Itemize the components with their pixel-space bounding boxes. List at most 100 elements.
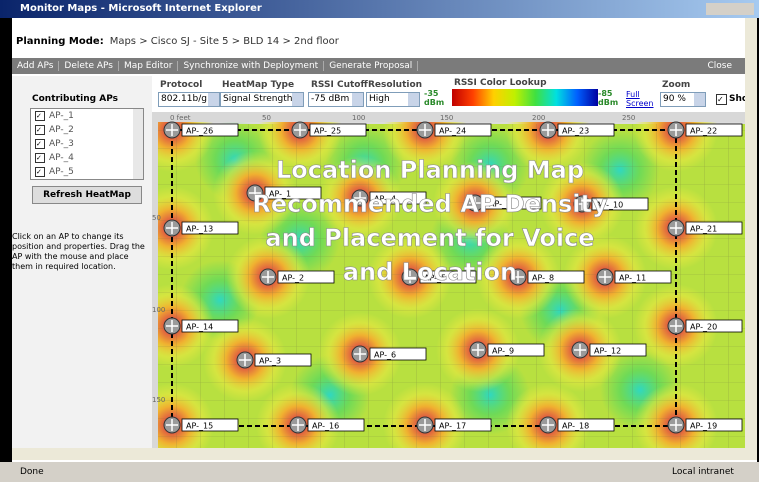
ap-checkbox[interactable]: ✓ <box>35 167 45 177</box>
ap-label: AP-_15 <box>186 422 213 431</box>
ap-checkbox[interactable]: ✓ <box>35 111 45 121</box>
access-point[interactable]: AP-_23 <box>539 121 615 139</box>
zoom-label: Zoom <box>662 80 691 90</box>
close-button[interactable]: Close <box>707 61 732 71</box>
heatmap-type-label: HeatMap Type <box>222 80 295 90</box>
ap-label-box <box>557 123 615 137</box>
show-checkbox[interactable]: ✓ <box>716 94 727 105</box>
access-point[interactable]: AP-_12 <box>571 341 647 359</box>
ap-icon-cross <box>542 124 554 136</box>
ap-icon-cross <box>419 124 431 136</box>
ap-label: AP-_24 <box>439 127 466 136</box>
ap-icon-cross <box>670 222 682 234</box>
show-label: Sho <box>729 94 749 104</box>
ap-label: AP-_8 <box>532 274 554 283</box>
y-ruler <box>152 112 158 448</box>
toolbar-item[interactable]: Generate Proposal <box>324 61 419 71</box>
ap-label-box <box>527 270 585 284</box>
ap-name: AP-_5 <box>49 167 74 177</box>
access-point[interactable]: AP-_14 <box>163 317 239 335</box>
ap-icon-cross <box>576 198 588 210</box>
ap-icon-cross <box>262 271 274 283</box>
access-point[interactable]: AP-_26 <box>163 121 239 139</box>
resolution-select[interactable]: High <box>366 92 420 107</box>
access-point[interactable]: AP-_17 <box>416 416 492 434</box>
ap-label-box <box>614 270 672 284</box>
ap-label: AP-_21 <box>690 225 717 234</box>
access-point[interactable]: AP-_6 <box>351 345 427 363</box>
access-point[interactable]: AP-_5 <box>401 268 477 286</box>
heatmap-type-select[interactable]: Signal Strength <box>220 92 304 107</box>
full-screen-link[interactable]: Full Screen <box>626 90 654 108</box>
toolbar-item[interactable]: Synchronize with Deployment <box>178 61 325 71</box>
ap-label-box <box>419 270 477 284</box>
access-point[interactable]: AP-_19 <box>667 416 743 434</box>
ap-icon-cross <box>574 344 586 356</box>
ap-list-item[interactable]: ✓ AP-_1 <box>35 111 74 121</box>
ap-label-box <box>181 221 239 235</box>
ap-label: AP-_16 <box>312 422 339 431</box>
access-point[interactable]: AP-_15 <box>163 416 239 434</box>
access-point[interactable]: AP-_2 <box>259 268 335 286</box>
ap-label: AP-_6 <box>374 351 396 360</box>
ap-list-item[interactable]: ✓ AP-_3 <box>35 139 74 149</box>
toolbar-item[interactable]: Delete APs <box>59 61 119 71</box>
horizontal-scrollbar[interactable] <box>12 448 757 460</box>
x-ruler-label: 0 feet <box>170 114 191 122</box>
ap-label: AP-_10 <box>596 201 623 210</box>
toolbar-item[interactable]: Map Editor <box>118 61 179 71</box>
access-point[interactable]: AP-_16 <box>289 416 365 434</box>
access-point[interactable]: AP-_8 <box>509 268 585 286</box>
ap-label-box <box>277 270 335 284</box>
access-point[interactable]: AP-_3 <box>236 351 312 369</box>
access-point[interactable]: AP-_18 <box>539 416 615 434</box>
x-ruler-label: 50 <box>262 114 271 122</box>
x-ruler-label: 100 <box>352 114 365 122</box>
ap-label-box <box>181 319 239 333</box>
ap-checkbox[interactable]: ✓ <box>35 139 45 149</box>
ap-label: AP-_25 <box>314 127 341 136</box>
window-buttons[interactable] <box>706 3 754 15</box>
heatmap: 0 feet 50 100 150 200 250 50 100 150 AP-_26 AP-_25… <box>152 112 745 448</box>
ap-label-box <box>264 186 322 200</box>
status-bar: Done Local intranet <box>0 462 759 482</box>
access-point[interactable]: AP-_10 <box>573 195 649 213</box>
access-point[interactable]: AP-_4 <box>351 189 427 207</box>
ap-label: AP-_2 <box>282 274 304 283</box>
ap-list-item[interactable]: ✓ AP-_4 <box>35 153 74 163</box>
ap-icon-cross <box>292 419 304 431</box>
protocol-select[interactable]: 802.11b/g <box>158 92 220 107</box>
rssi-cutoff-select[interactable]: -75 dBm <box>308 92 364 107</box>
refresh-button[interactable]: Refresh HeatMap <box>32 186 142 204</box>
ap-checkbox[interactable]: ✓ <box>35 153 45 163</box>
ap-checkbox[interactable]: ✓ <box>35 125 45 135</box>
access-point[interactable]: AP-_1 <box>246 184 322 202</box>
access-point[interactable]: AP-_25 <box>291 121 367 139</box>
rssi-cutoff-label: RSSI Cutoff <box>311 80 368 90</box>
access-point[interactable]: AP-_7 <box>466 194 542 212</box>
zoom-select[interactable]: 90 % <box>660 92 706 107</box>
access-point[interactable]: AP-_20 <box>667 317 743 335</box>
ap-label-box <box>369 347 427 361</box>
ap-label: AP-_1 <box>269 190 291 199</box>
rssi-max: -85 dBm <box>598 89 619 107</box>
access-point[interactable]: AP-_11 <box>596 268 672 286</box>
toolbar-item[interactable]: Add APs <box>12 61 60 71</box>
access-point[interactable]: AP-_13 <box>163 219 239 237</box>
x-ruler-label: 150 <box>440 114 453 122</box>
status-text: Done <box>20 467 44 477</box>
vertical-scrollbar[interactable] <box>745 18 757 448</box>
zone-text: Local intranet <box>672 467 734 477</box>
access-point[interactable]: AP-_24 <box>416 121 492 139</box>
list-scrollbar[interactable] <box>133 109 143 179</box>
ap-icon-cross <box>512 271 524 283</box>
access-point[interactable]: AP-_21 <box>667 219 743 237</box>
planning-label: Planning Mode: <box>16 36 104 47</box>
ap-list-item[interactable]: ✓ AP-_2 <box>35 125 74 135</box>
overlay-text: Location Planning Map <box>276 156 584 184</box>
access-point[interactable]: AP-_9 <box>469 341 545 359</box>
x-ruler-label: 250 <box>622 114 635 122</box>
ap-list-item[interactable]: ✓ AP-_5 <box>35 167 74 177</box>
ap-icon-cross <box>166 320 178 332</box>
access-point[interactable]: AP-_22 <box>667 121 743 139</box>
